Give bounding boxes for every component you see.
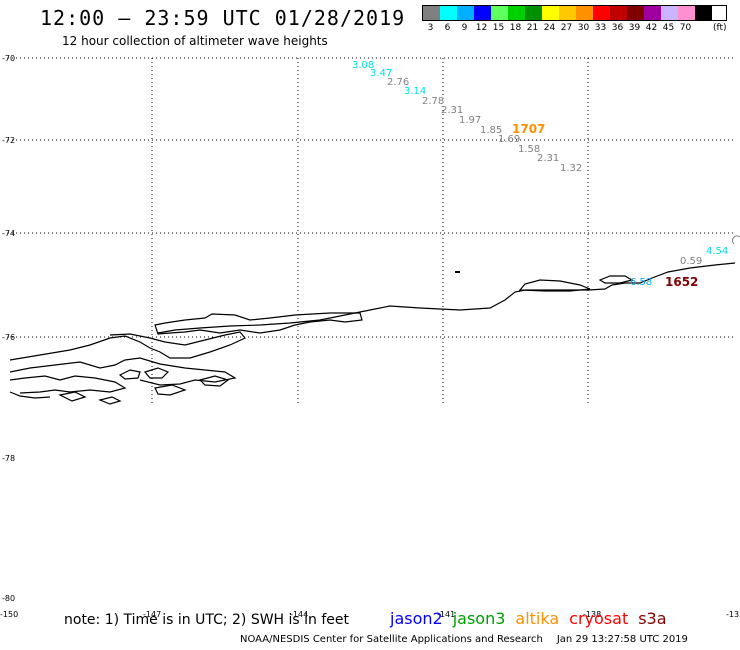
satellite-name: altika: [515, 609, 560, 628]
graticule-grid: [8, 57, 735, 406]
satellite-name: s3a: [638, 609, 667, 628]
legend-swatch: [644, 6, 661, 20]
lon-label: -135: [726, 610, 740, 619]
coast-west-1: [9, 331, 246, 361]
coastline-main: [157, 262, 736, 334]
legend-label: 6: [444, 23, 451, 33]
coast-west-2: [9, 357, 237, 386]
swh-value: 2.78: [422, 96, 444, 107]
lon-label: -150: [0, 610, 18, 619]
legend-label: [694, 23, 711, 33]
lat-label: -74: [2, 229, 15, 238]
lon-label: -138: [583, 610, 601, 619]
lat-label: -72: [2, 136, 15, 145]
legend-label: 9: [461, 23, 468, 33]
legend-label: 24: [543, 23, 556, 33]
swh-value: 2.76: [387, 77, 409, 88]
satellite-name: jason2: [390, 609, 443, 628]
swh-value: 3.47: [370, 68, 392, 79]
legend-swatch: [593, 6, 610, 20]
legend-label: 18: [509, 23, 522, 33]
legend-swatch: [525, 6, 542, 20]
satellite-name: cryosat: [569, 609, 629, 628]
wave-height-legend: 3 6 9 12 15 18 21 24 27 30 33 36 39 42 45 70 (ft): [422, 5, 727, 33]
legend-label: 3: [427, 23, 434, 33]
swh-value: 1.69: [498, 134, 520, 145]
footer-credit: NOAA/NESDIS Center for Satellite Applica…: [240, 634, 688, 645]
legend-label: 30: [577, 23, 590, 33]
antarctic-coastline: [9, 262, 736, 405]
coast-west-4: [9, 391, 51, 399]
ice-tongue: [518, 279, 591, 292]
lat-label: -70: [2, 54, 15, 63]
swh-value: 1.32: [560, 163, 582, 174]
pass-time-label: 1707: [512, 122, 545, 136]
swh-value: 2.31: [537, 153, 559, 164]
legend-label: 27: [560, 23, 573, 33]
swh-value: 1.97: [459, 115, 481, 126]
legend-labels: 3 6 9 12 15 18 21 24 27 30 33 36 39 42 45 70 (ft): [422, 23, 727, 33]
track-end-marker: [731, 235, 740, 245]
legend-label: 70: [679, 23, 692, 33]
coast-west-3: [9, 375, 127, 394]
legend-label: 12: [475, 23, 488, 33]
satellite-name: jason3: [452, 609, 506, 628]
legend-label: 45: [662, 23, 675, 33]
legend-swatch: [661, 6, 678, 20]
legend-swatch: [678, 6, 695, 20]
swh-value: 1.85: [480, 125, 502, 136]
altimeter-observations: 3.083.472.763.142.782.311.971.851.691.58…: [352, 60, 740, 289]
legend-label: 36: [611, 23, 624, 33]
swh-value: 1.58: [518, 144, 540, 155]
island-w4: [98, 396, 122, 405]
page-title: 12:00 – 23:59 UTC 01/28/2019: [40, 6, 406, 30]
lat-label: -80: [2, 594, 15, 603]
island-w5: [154, 384, 187, 396]
footer-note: note: 1) Time is in UTC; 2) SWH is in fe…: [64, 612, 350, 628]
swh-value: 6.58: [630, 277, 652, 288]
legend-swatch: [627, 6, 644, 20]
generated-timestamp: Jan 29 13:27:58 UTC 2019: [556, 634, 688, 645]
island-w2: [143, 367, 170, 379]
lon-label: -144: [290, 610, 308, 619]
legend-swatch: [491, 6, 508, 20]
lat-label: -78: [2, 454, 15, 463]
axis-labels: -70 -72 -74 -76 -78 -80 -150 -147 -144 -141 -138 -1…: [0, 54, 740, 619]
legend-unit: (ft): [713, 23, 727, 33]
legend-swatch: [610, 6, 627, 20]
swh-value: 4.54: [706, 246, 728, 257]
credit-text: NOAA/NESDIS Center for Satellite Applica…: [240, 634, 543, 645]
ice-shelf-edge: [154, 312, 363, 335]
swh-value: 2.31: [441, 105, 463, 116]
legend-color-bar: [422, 5, 727, 21]
legend-label: 15: [492, 23, 505, 33]
island-w1: [118, 369, 141, 380]
page-subtitle: 12 hour collection of altimeter wave hei…: [62, 34, 328, 48]
satellite-legend: jason2 jason3 altika cryosat s3a: [390, 609, 667, 628]
lon-label: -147: [143, 610, 161, 619]
legend-swatch: [474, 6, 491, 20]
legend-swatch: [559, 6, 576, 20]
swh-value: 3.08: [352, 60, 374, 71]
legend-swatch: [423, 6, 440, 20]
legend-label: 33: [594, 23, 607, 33]
swh-value: 0.59: [680, 256, 702, 267]
swh-value: 3.14: [404, 86, 426, 97]
legend-swatch: [440, 6, 457, 20]
legend-label: 21: [526, 23, 539, 33]
lon-label: -141: [437, 610, 455, 619]
island-east: [598, 275, 634, 284]
lat-label: -76: [2, 333, 15, 342]
legend-swatch: [508, 6, 525, 20]
island-w3: [198, 375, 230, 387]
legend-swatch: [576, 6, 593, 20]
island-w6: [58, 391, 87, 402]
legend-swatch: [457, 6, 474, 20]
legend-swatch: [695, 6, 712, 20]
pass-time-label: 1652: [665, 275, 698, 289]
legend-swatch: [542, 6, 559, 20]
legend-label: 39: [628, 23, 641, 33]
legend-label: 42: [645, 23, 658, 33]
